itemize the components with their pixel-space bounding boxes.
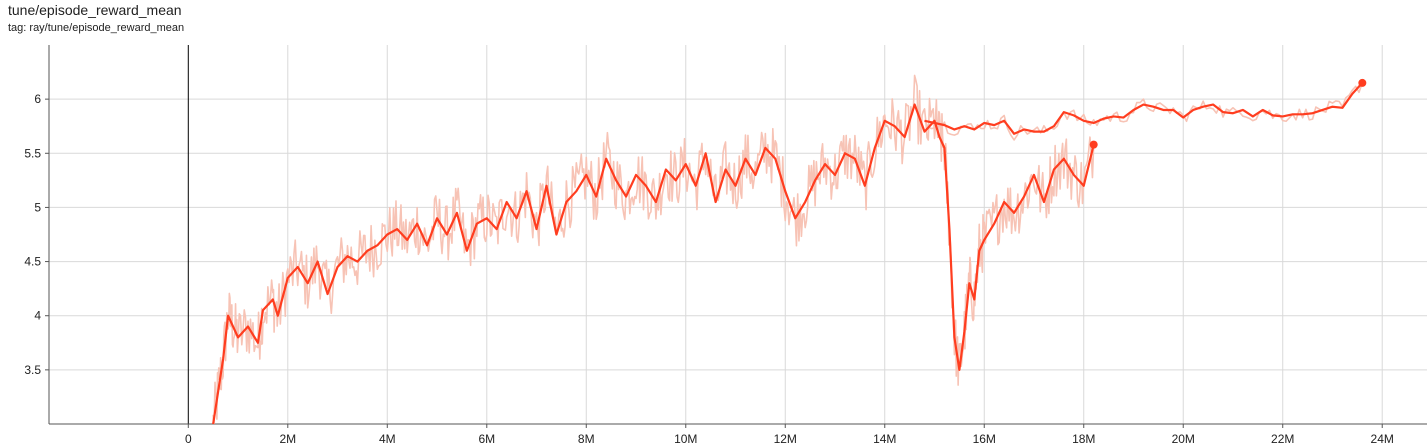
chart-title: tune/episode_reward_mean <box>8 2 182 18</box>
series-end-marker[interactable] <box>1089 140 1098 149</box>
x-tick-label: 2M <box>279 432 296 446</box>
y-tick-label: 3.5 <box>24 363 41 377</box>
x-tick-label: 6M <box>478 432 495 446</box>
series-end-marker[interactable] <box>1358 78 1367 87</box>
smoothed-series-line <box>212 103 1095 424</box>
x-tick-label: 18M <box>1072 432 1095 446</box>
chart-tag-subtitle: tag: ray/tune/episode_reward_mean <box>8 22 185 34</box>
raw-series-line <box>923 82 1364 141</box>
x-tick-label: 22M <box>1271 432 1294 446</box>
x-tick-label: 0 <box>185 432 192 446</box>
axes <box>45 45 1427 428</box>
x-tick-label: 4M <box>379 432 396 446</box>
x-tick-label: 20M <box>1172 432 1195 446</box>
smoothed-series-lines <box>212 82 1364 424</box>
x-tick-label: 8M <box>578 432 595 446</box>
tick-labels: 3.5 4 4.5 5 5.5 6 0 2M 4M 6M 8M 10M 12M 14M 16M 18M 20M 2… <box>24 92 1394 446</box>
x-tick-label: 10M <box>674 432 697 446</box>
x-tick-label: 12M <box>774 432 797 446</box>
y-tick-label: 4.5 <box>24 255 41 269</box>
x-tick-label: 16M <box>973 432 996 446</box>
x-tick-label: 24M <box>1371 432 1394 446</box>
y-tick-label: 5 <box>34 200 41 214</box>
series-end-markers <box>1089 78 1367 149</box>
raw-series-lines <box>212 74 1364 424</box>
y-tick-label: 4 <box>34 309 41 323</box>
raw-series-line <box>212 74 1095 424</box>
y-tick-label: 5.5 <box>24 146 41 160</box>
x-tick-label: 14M <box>873 432 896 446</box>
smoothed-series-line <box>924 82 1364 135</box>
grid-lines <box>49 45 1427 424</box>
y-tick-label: 6 <box>34 92 41 106</box>
